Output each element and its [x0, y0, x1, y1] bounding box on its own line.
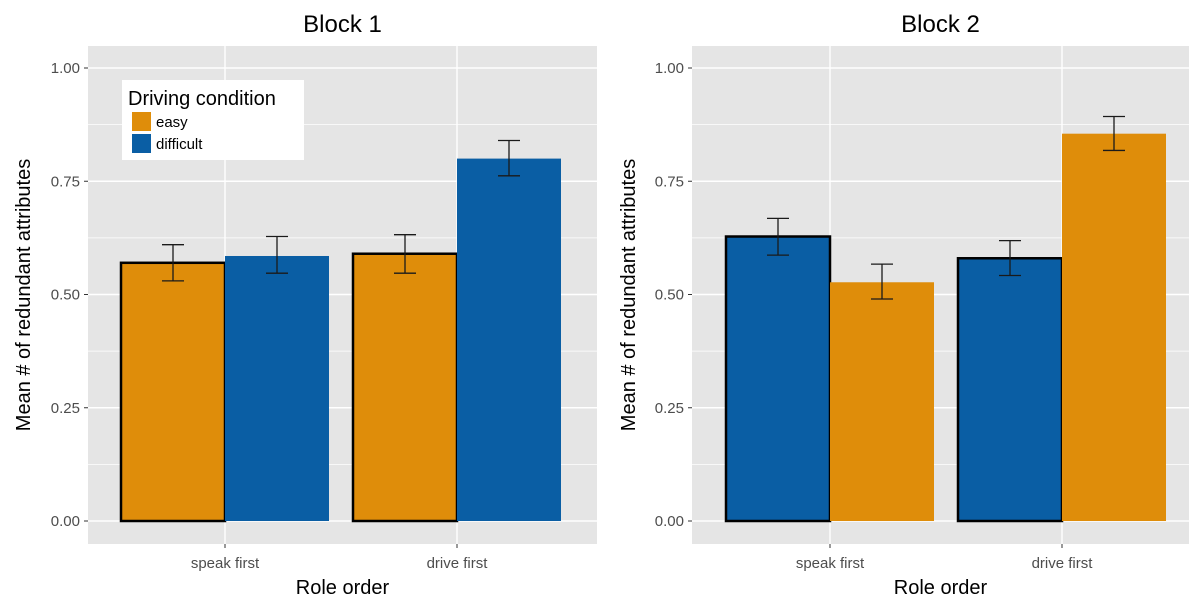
chart-svg-block-1: 0.00 0.25 0.50 0.75 1.00 speak first drive fir…	[13, 11, 597, 598]
legend-label-easy: easy	[156, 114, 188, 131]
y-axis-label: Mean # of redundant attributes	[618, 159, 640, 431]
x-tick-label: drive first	[1032, 555, 1094, 572]
bar-easy-0	[830, 282, 934, 521]
x-tick-label: drive first	[427, 555, 489, 572]
chart-title: Block 2	[901, 11, 980, 38]
y-tick-label: 0.75	[655, 173, 684, 190]
bar-easy-1	[1062, 133, 1166, 521]
y-tick-label: 0.75	[51, 173, 80, 190]
y-tick-label: 0.50	[655, 287, 684, 304]
error-bar-easy-1	[1103, 115, 1125, 152]
legend-swatch-difficult	[132, 134, 151, 153]
error-bar-difficult-0	[767, 217, 789, 256]
chart-block-1: 0.00 0.25 0.50 0.75 1.00 speak first drive fir…	[13, 11, 597, 598]
bar-difficult-1	[956, 257, 1064, 523]
y-tick-label: 1.00	[655, 60, 684, 77]
x-tick-label: speak first	[191, 555, 260, 572]
x-tick-label: speak first	[796, 555, 865, 572]
error-bar-easy-0	[871, 263, 893, 300]
y-tick-label: 0.00	[51, 513, 80, 530]
y-tick-label: 0.25	[51, 400, 80, 417]
legend-box	[122, 80, 304, 160]
error-bar-difficult-1	[498, 139, 520, 177]
y-tick-label: 1.00	[51, 60, 80, 77]
y-tick-label: 0.00	[655, 513, 684, 530]
error-bar-easy-1	[394, 234, 416, 274]
y-tick-label: 0.25	[655, 400, 684, 417]
bar-difficult-0	[225, 255, 329, 521]
bar-difficult-1	[457, 158, 561, 521]
chart-title: Block 1	[303, 11, 382, 38]
error-bar-difficult-1	[999, 239, 1021, 277]
bar-easy-0	[119, 261, 227, 523]
error-bar-difficult-0	[266, 235, 288, 274]
legend-title: Driving condition	[128, 88, 276, 110]
legend-swatch-easy	[132, 112, 151, 131]
chart-block-2: 0.00 0.25 0.50 0.75 1.00 speak first drive fir…	[605, 0, 1194, 598]
error-bar-easy-0	[162, 244, 184, 282]
legend-label-difficult: difficult	[156, 136, 203, 153]
bar-difficult-0	[724, 235, 832, 523]
bar-easy-1	[351, 252, 459, 523]
y-axis-label: Mean # of redundant attributes	[13, 159, 35, 431]
chart-svg-block-2: 0.00 0.25 0.50 0.75 1.00 speak first drive fir…	[618, 11, 1189, 598]
x-axis-label: Role order	[894, 577, 988, 598]
y-tick-label: 0.50	[51, 287, 80, 304]
x-axis-label: Role order	[296, 577, 390, 598]
